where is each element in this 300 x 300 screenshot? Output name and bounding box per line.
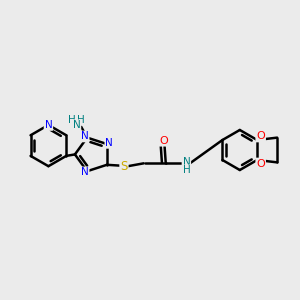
- Text: N: N: [81, 167, 88, 177]
- Text: N: N: [105, 138, 113, 148]
- Text: O: O: [159, 136, 168, 146]
- Text: H: H: [68, 115, 75, 125]
- Text: H: H: [183, 165, 191, 176]
- Text: N: N: [44, 120, 52, 130]
- Text: O: O: [256, 158, 265, 169]
- Text: O: O: [256, 131, 265, 142]
- Text: N: N: [73, 120, 80, 130]
- Text: N: N: [182, 157, 190, 167]
- Text: H: H: [77, 115, 85, 125]
- Text: S: S: [120, 160, 128, 173]
- Text: N: N: [81, 131, 88, 141]
